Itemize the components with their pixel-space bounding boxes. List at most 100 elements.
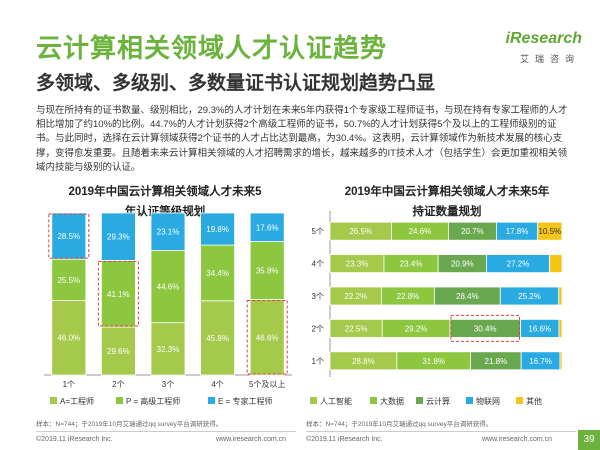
legend-swatch: [116, 397, 123, 404]
tick-label: 2个: [112, 380, 124, 389]
logo-wordmark: iResearch: [505, 30, 583, 47]
data-label: 31.8%: [422, 357, 445, 366]
legend-swatch: [208, 397, 215, 404]
bar-segment: [559, 351, 563, 371]
data-label: 44.6%: [157, 283, 180, 292]
data-label: 29.3%: [107, 233, 130, 242]
bar-segment: [558, 319, 563, 338]
left-chart: 46.0% 25.5% 28.5% 1个 29.6% 41.1% 29.3% 2个 32.3% 4…: [44, 212, 292, 406]
bar-segment: [249, 212, 285, 242]
legend-label: 大数据: [380, 396, 404, 406]
data-label: 23.3%: [346, 260, 369, 269]
page-subtitle: 多领域、多级别、多数量证书认证规划趋势凸显: [36, 73, 436, 94]
legend-swatch: [466, 397, 473, 404]
data-label: 25.2%: [518, 292, 541, 301]
right-chart-title: 2019年中国云计算相关领域人才未来5年 持证数量规划: [302, 183, 592, 219]
bar-segment: [101, 260, 136, 328]
legend-label: P = 高级工程师: [126, 396, 180, 406]
legend-label: 其他: [526, 396, 542, 406]
legend-label: 人工智能: [320, 396, 352, 406]
data-label: 46.0%: [57, 334, 80, 343]
right-footer-copyright: ©2019.11 iResearch Inc.: [306, 436, 383, 443]
bar-segment: [51, 300, 87, 376]
data-label: 45.8%: [206, 334, 229, 343]
highlight-box: [48, 213, 90, 259]
tick-label: 5个及以上: [249, 380, 285, 389]
data-label: 29.6%: [107, 347, 130, 356]
data-label: 28.4%: [456, 292, 479, 301]
data-label: 17.6%: [256, 223, 279, 232]
data-label: 34.4%: [206, 269, 229, 278]
data-label: 16.7%: [529, 357, 552, 366]
data-label: 30.4%: [474, 324, 497, 333]
bar-segment: [150, 212, 186, 251]
data-label: 22.8%: [397, 292, 420, 301]
data-label: 41.1%: [107, 290, 130, 299]
data-label: 46.6%: [256, 333, 279, 342]
legend-swatch: [416, 397, 423, 404]
logo-subtext: 艾瑞咨询: [519, 54, 580, 64]
tick-label: 1个: [63, 380, 75, 389]
data-label: 16.6%: [528, 324, 551, 333]
bar-segment: [150, 250, 186, 324]
bar-segment: [150, 322, 186, 376]
tick-label: 3个: [162, 380, 174, 389]
data-label: 23.4%: [400, 260, 423, 269]
bar-segment: [249, 241, 285, 300]
legend-label: 云计算: [426, 396, 450, 406]
bar-segment: [249, 299, 285, 376]
data-label: 28.5%: [57, 232, 80, 241]
data-label: 22.2%: [344, 292, 367, 301]
bar-segment: [101, 212, 136, 261]
right-footer-divider: [306, 431, 576, 432]
highlight-box: [450, 314, 520, 342]
data-label: 10.5%: [538, 227, 561, 236]
page-title: 云计算相关领域人才认证趋势: [36, 33, 388, 63]
left-footer-copyright: ©2019.11 iResearch Inc.: [36, 436, 113, 443]
highlight-box: [246, 300, 288, 375]
data-label: 21.8%: [485, 357, 508, 366]
data-label: 20.7%: [461, 227, 484, 236]
left-footer-divider: [36, 431, 296, 432]
left-footer-url: www.iresearch.com.cn: [216, 436, 287, 443]
right-chart-title-line2: 持证数量规划: [412, 206, 482, 218]
data-label: 27.2%: [507, 260, 530, 269]
iresearch-logo: iResearch 艾瑞咨询: [502, 30, 583, 70]
bar-segment: [558, 286, 563, 306]
right-footer-url: www.iresearch.com.cn: [482, 436, 553, 443]
bar-segment: [537, 221, 563, 241]
data-label: 20.9%: [451, 260, 474, 269]
legend-swatch: [50, 397, 57, 404]
data-label: 26.5%: [349, 227, 372, 236]
right-chart-title-line1: 2019年中国云计算相关领域人才未来5年: [344, 186, 550, 198]
data-label: 23.1%: [157, 228, 180, 237]
data-label: 25.5%: [57, 276, 80, 285]
tick-label: 2个: [312, 324, 324, 333]
tick-label: 1个: [312, 357, 324, 366]
bar-segment: [200, 212, 236, 246]
bar-segment: [51, 258, 87, 301]
data-label: 19.8%: [206, 225, 229, 234]
tick-label: 5个: [312, 227, 324, 236]
left-chart-note: 样本：N=744；于2019年10月艾瑞通过qq survey平台调研获得。: [36, 421, 223, 428]
right-chart: 26.5% 24.6% 20.7% 17.8% 10.5% 5个 23.3% 23.4% 20.…: [310, 211, 563, 406]
bar-segment: [200, 300, 236, 376]
data-label: 28.8%: [352, 357, 375, 366]
legend-label: A=工程师: [60, 396, 94, 406]
legend-label: 物联网: [476, 396, 500, 406]
tick-label: 3个: [312, 292, 324, 301]
data-label: 32.3%: [157, 345, 180, 354]
data-label: 24.6%: [409, 227, 432, 236]
page-number: 39: [578, 430, 600, 450]
data-label: 17.8%: [506, 227, 529, 236]
bar-segment: [200, 244, 236, 302]
data-label: 29.2%: [405, 324, 428, 333]
legend-swatch: [310, 397, 317, 404]
legend-label: E = 专家工程师: [218, 396, 272, 406]
highlight-box: [97, 260, 139, 327]
legend-swatch: [370, 397, 377, 404]
bar-segment: [51, 212, 87, 260]
data-label: 22.5%: [345, 324, 368, 333]
data-label: 35.8%: [256, 267, 279, 276]
summary-paragraph: 与现在所持有的证书数量、级别相比，29.3%的人才计划在未来5年内获得1个专家级…: [36, 105, 568, 173]
